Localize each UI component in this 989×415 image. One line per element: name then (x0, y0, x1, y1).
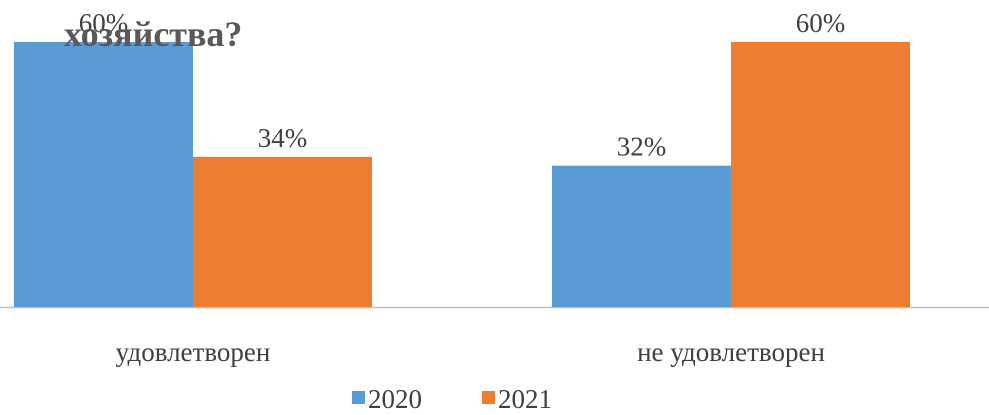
data-label: 60% (79, 8, 129, 38)
data-label: 60% (796, 8, 846, 38)
bar (14, 42, 193, 307)
bar (552, 165, 731, 307)
legend-label: 2021 (498, 384, 552, 414)
legend-label: 2020 (368, 384, 422, 414)
legend-swatch (482, 391, 495, 404)
x-tick-label: удовлетворен (116, 337, 271, 367)
data-label: 32% (617, 132, 667, 162)
bar (193, 156, 372, 307)
bar (731, 42, 910, 307)
legend-swatch (352, 391, 365, 404)
data-label: 34% (258, 123, 308, 153)
x-tick-label: не удовлетворен (637, 337, 825, 367)
chart-title: хозяйства? (64, 14, 242, 54)
